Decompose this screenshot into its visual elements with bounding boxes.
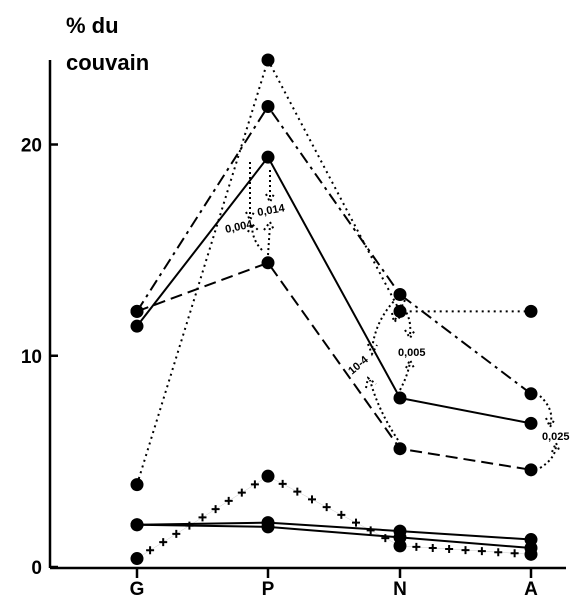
marker [524,416,538,430]
x-tick-label: P [262,579,275,595]
y-tick-label: 0 [31,558,42,579]
marker [261,520,275,534]
annotation: 0,025 [542,431,570,443]
series-line [136,155,532,425]
cross-symbol [198,513,207,522]
y-axis-label: couvain [66,50,149,75]
cross-symbol [172,529,181,538]
cross-symbol [293,487,302,496]
marker [524,304,538,318]
cross-symbol [185,521,194,530]
marker [130,319,144,333]
cross-symbol [308,495,316,504]
cross-symbol [494,548,503,557]
marker [130,304,144,318]
cross-symbol [428,543,437,552]
cross-symbol [510,549,519,558]
cross-symbol [445,545,454,554]
marker [393,442,407,456]
marker [393,304,407,318]
series-line [136,57,531,485]
marker [261,256,275,270]
series-line [136,476,532,559]
y-tick-label: 10 [21,347,42,368]
marker [393,539,407,553]
cross-symbol [146,546,155,555]
cross-symbol [250,480,259,489]
cross-symbol [412,542,421,551]
cross-symbol [381,534,390,543]
cross-symbol [224,496,233,505]
marker [130,552,144,566]
series-line [136,523,532,549]
cross-symbol [352,518,360,527]
marker [393,287,407,301]
cross-symbol [461,546,470,555]
cross-symbol [337,510,346,519]
annotation: 0,014 [256,202,286,219]
y-tick-label: 20 [21,136,42,157]
annotation: 10-4 [346,353,371,377]
series-line [136,261,532,471]
marker [261,99,275,113]
x-tick-label: N [393,579,407,595]
marker [130,518,144,532]
marker [261,469,275,483]
cross-symbol [211,505,220,514]
x-tick-label: G [130,579,145,595]
cross-symbol [237,488,246,497]
annotation: 0,005 [398,347,426,359]
cross-symbol [159,538,168,547]
cross-symbol [322,503,331,512]
marker [524,387,538,401]
marker [261,53,275,67]
marker [130,478,144,492]
cross-symbol [278,479,287,488]
marker [524,463,538,477]
marker [393,391,407,405]
series-line [136,104,532,395]
series-line [136,521,532,541]
x-tick-label: A [524,579,538,595]
cross-symbol [477,547,486,556]
marker [261,150,275,164]
marker [524,547,538,561]
y-axis-label: % du [66,13,119,38]
annotation: 0,004 [224,218,254,236]
cross-symbol [366,526,375,535]
